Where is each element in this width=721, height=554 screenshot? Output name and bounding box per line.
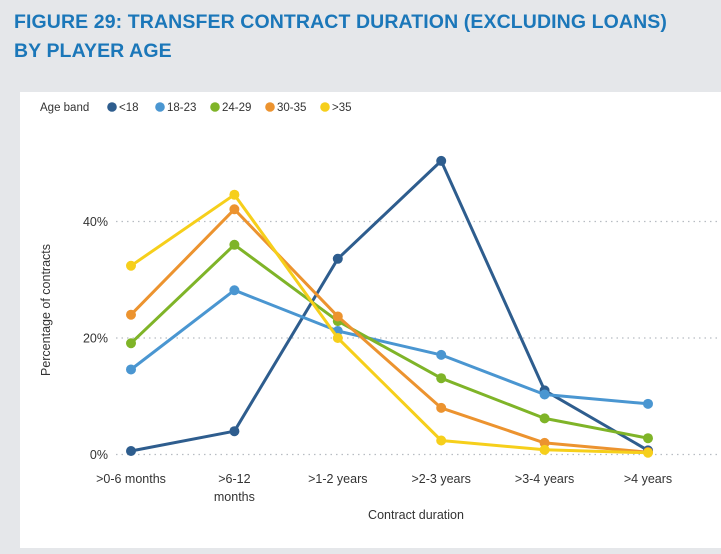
- legend-label: <18: [119, 102, 139, 114]
- data-point: [539, 437, 550, 448]
- data-point: [126, 338, 136, 349]
- y-tick-label: 0%: [90, 448, 108, 462]
- data-point: [539, 389, 550, 400]
- legend: Age band <18 18-23 24-29 30-35 >35: [40, 102, 352, 114]
- data-point: [436, 373, 447, 384]
- data-point: [332, 253, 343, 264]
- data-point: [436, 155, 447, 166]
- figure-title: FIGURE 29: TRANSFER CONTRACT DURATION (E…: [14, 8, 667, 66]
- legend-label: 30-35: [277, 102, 306, 114]
- figure-title-line-2: BY PLAYER AGE: [14, 40, 172, 62]
- series-line: [129, 288, 650, 406]
- data-point: [436, 349, 447, 360]
- series-line: [129, 193, 650, 455]
- y-axis-title: Percentage of contracts: [39, 244, 53, 376]
- data-point: [332, 333, 343, 343]
- chart-panel: 0% 20% 40% >0-6 months >6-12 months >1-2 year…: [20, 92, 721, 548]
- data-point: [436, 402, 447, 413]
- x-tick-label: >6-12: [218, 472, 250, 486]
- y-tick-label: 40%: [83, 215, 108, 229]
- data-point: [126, 260, 136, 271]
- series-line: [129, 243, 650, 440]
- series-group: [126, 155, 653, 458]
- data-point: [539, 413, 550, 424]
- series-line: [129, 207, 650, 454]
- x-tick-label: >0-6 months: [96, 472, 166, 486]
- legend-label: 18-23: [167, 102, 196, 114]
- data-point: [643, 447, 653, 458]
- data-point: [229, 239, 240, 250]
- legend-marker: [107, 102, 117, 112]
- data-point: [126, 309, 136, 320]
- x-tick-label: >4 years: [624, 472, 672, 486]
- legend-label: >35: [332, 102, 352, 114]
- data-point: [643, 433, 653, 444]
- legend-marker: [320, 102, 330, 112]
- line-chart: 0% 20% 40% >0-6 months >6-12 months >1-2 year…: [39, 102, 720, 522]
- data-point: [229, 204, 240, 215]
- figure-title-line-1: FIGURE 29: TRANSFER CONTRACT DURATION (E…: [14, 11, 667, 33]
- x-tick-label: >2-3 years: [411, 472, 470, 486]
- legend-marker: [210, 102, 220, 112]
- x-tick-label: months: [214, 490, 255, 504]
- y-axis-ticks: 0% 20% 40%: [83, 215, 108, 462]
- data-point: [229, 426, 240, 437]
- data-point: [332, 311, 343, 322]
- x-tick-label: >1-2 years: [308, 472, 367, 486]
- data-point: [643, 398, 653, 409]
- series-line: [129, 159, 650, 453]
- data-point: [436, 435, 447, 446]
- y-tick-label: 20%: [83, 332, 108, 346]
- data-point: [126, 446, 136, 457]
- data-point: [126, 364, 136, 375]
- legend-label: 24-29: [222, 102, 251, 114]
- x-tick-label: >3-4 years: [515, 472, 574, 486]
- x-axis-title: Contract duration: [368, 508, 464, 522]
- data-point: [229, 285, 240, 296]
- legend-marker: [265, 102, 275, 112]
- x-axis-ticks: >0-6 months >6-12 months >1-2 years >2-3 yea…: [96, 472, 672, 504]
- data-point: [229, 189, 240, 200]
- legend-title: Age band: [40, 102, 89, 114]
- legend-marker: [155, 102, 165, 112]
- data-point: [539, 444, 550, 455]
